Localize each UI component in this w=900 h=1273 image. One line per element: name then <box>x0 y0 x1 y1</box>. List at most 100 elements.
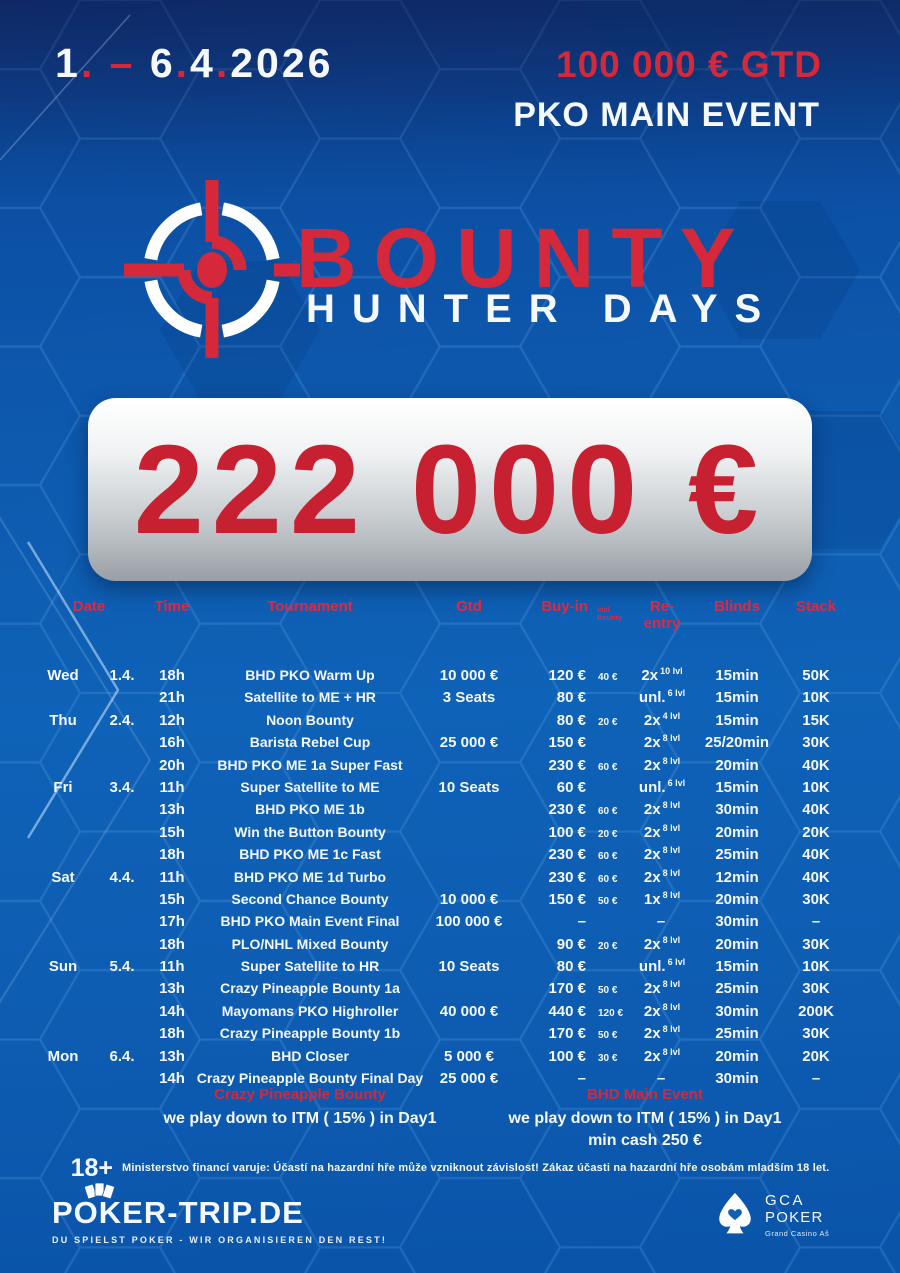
row-reentry-level: 8 lvl <box>662 822 681 833</box>
row-blinds: 25min <box>715 846 759 864</box>
table-row: Sat 4.4. 11h BHD PKO ME 1d Turbo 230 € 6… <box>30 862 848 886</box>
row-date: 5.4. <box>109 958 135 976</box>
row-stack: 30K <box>802 935 830 953</box>
header-blinds: Blinds <box>714 598 760 615</box>
table-row: Mon 6.4. 13h BHD Closer 5 000 € 100 € 30… <box>30 1041 848 1065</box>
row-buyin: 80 € <box>556 711 586 729</box>
row-blinds: 30min <box>715 801 759 819</box>
row-day: Thu <box>49 711 77 729</box>
row-stack: 200K <box>798 1002 834 1020</box>
row-reentry: 2x 8 lvl <box>634 973 690 1000</box>
row-buyin: 80 € <box>556 689 586 707</box>
row-buyin: 120 € <box>548 667 586 684</box>
row-bounty: 20 € <box>598 716 618 728</box>
row-reentry: – <box>634 1063 690 1090</box>
row-gtd: 25 000 € <box>439 734 499 752</box>
row-reentry-mult: unl. <box>638 958 666 976</box>
row-reentry-mult: 2x <box>643 1002 661 1020</box>
row-blinds: 25/20min <box>704 734 770 752</box>
row-bounty: 20 € <box>598 940 618 952</box>
row-tournament: Noon Bounty <box>266 711 354 728</box>
table-row: Thu 2.4. 12h Noon Bounty 80 € 20 € 2x 4 l… <box>30 705 848 729</box>
row-bounty: 60 € <box>598 761 618 773</box>
row-blinds: 15min <box>715 958 759 976</box>
row-reentry: unl. 6 lvl <box>634 951 690 978</box>
row-time: 11h <box>159 778 185 796</box>
date-dot: . <box>175 40 191 86</box>
note-line: min cash 250 € <box>588 1132 702 1149</box>
row-buyin: 90 € <box>556 935 586 953</box>
row-time: 13h <box>159 980 185 998</box>
row-day: Mon <box>47 1047 79 1065</box>
row-reentry-mult: 2x <box>643 734 661 752</box>
row-bounty: 50 € <box>598 985 618 997</box>
row-reentry-level: 6 lvl <box>667 777 686 788</box>
schedule-header-row: Date Time Tournament Gtd Buy-in incl. Bo… <box>30 598 848 632</box>
row-reentry-level: 8 lvl <box>662 889 681 900</box>
row-time: 13h <box>159 801 185 819</box>
row-buyin: 230 € <box>548 801 586 819</box>
row-buyin: 150 € <box>548 734 586 752</box>
row-blinds: 30min <box>715 913 759 931</box>
table-row: 20h BHD PKO ME 1a Super Fast 230 € 60 € … <box>30 750 848 774</box>
row-reentry-mult: 2x <box>643 935 661 953</box>
date-dash: – <box>95 40 150 86</box>
crosshair-target-icon <box>124 180 300 358</box>
row-bounty: 30 € <box>598 1052 618 1064</box>
row-reentry-mult: 2x <box>643 756 661 774</box>
row-day: Wed <box>47 667 79 684</box>
row-reentry-level: 4 lvl <box>662 710 681 721</box>
row-reentry-mult: – <box>656 913 666 931</box>
row-stack: 30K <box>802 980 830 998</box>
row-blinds: 25min <box>715 980 759 998</box>
row-reentry-mult: 2x <box>643 801 661 819</box>
row-reentry-level: 10 lvl <box>660 666 683 676</box>
row-reentry-mult: 2x <box>643 711 661 729</box>
bounty-title: BOUNTY <box>296 211 753 305</box>
table-row: 17h BHD PKO Main Event Final 100 000 € –… <box>30 906 848 931</box>
row-bounty: 20 € <box>598 828 618 840</box>
row-reentry: 2x 8 lvl <box>634 839 690 866</box>
gca-text: GCA POKER Grand Casino Aš <box>765 1188 829 1240</box>
row-stack: 40K <box>802 868 830 886</box>
row-reentry-level: 8 lvl <box>662 800 681 811</box>
row-buyin: 150 € <box>548 890 586 908</box>
date-dot: . <box>80 40 96 86</box>
note-title: Crazy Pineapple Bounty <box>214 1086 386 1103</box>
row-buyin: 100 € <box>548 1047 586 1065</box>
row-bounty: 60 € <box>598 873 618 885</box>
row-blinds: 20min <box>715 756 759 774</box>
table-row: 14h Mayomans PKO Highroller 40 000 € 440… <box>30 996 848 1020</box>
row-reentry-level: 8 lvl <box>662 1046 681 1057</box>
row-reentry-level: 6 lvl <box>667 957 686 968</box>
row-stack: 40K <box>802 801 830 819</box>
row-reentry: 1x 8 lvl <box>634 884 690 911</box>
date-part: 4 <box>190 40 216 86</box>
row-buyin: 170 € <box>548 1025 586 1043</box>
row-tournament: BHD PKO ME 1a Super Fast <box>217 756 403 773</box>
table-row: 21h Satellite to ME + HR 3 Seats 80 € un… <box>30 682 848 706</box>
row-buyin: 60 € <box>556 778 586 796</box>
row-reentry-mult: 1x <box>643 890 661 908</box>
row-gtd: 3 Seats <box>442 689 496 707</box>
row-stack: 10K <box>802 778 830 796</box>
row-time: 14h <box>159 1002 185 1020</box>
row-buyin: 80 € <box>556 958 586 976</box>
row-tournament: Satellite to ME + HR <box>244 689 376 706</box>
row-reentry: 2x 8 lvl <box>634 996 690 1023</box>
row-tournament: BHD PKO ME 1c Fast <box>239 846 381 863</box>
table-row: 13h Crazy Pineapple Bounty 1a 170 € 50 €… <box>30 973 848 997</box>
row-day: Fri <box>53 778 73 796</box>
note-bhd-main-event: BHD Main Event we play down to ITM ( 15%… <box>410 1086 880 1152</box>
date-dot: . <box>215 40 231 86</box>
row-buyin: 440 € <box>548 1002 586 1020</box>
row-reentry-mult: 2x <box>643 868 661 886</box>
row-buyin: 230 € <box>548 868 586 886</box>
date-part: 1 <box>55 40 81 86</box>
table-row: 18h PLO/NHL Mixed Bounty 90 € 20 € 2x 8 l… <box>30 929 848 953</box>
row-reentry-level: 8 lvl <box>662 1001 681 1012</box>
pokertrip-logo: POKER-TRIP.DE DU SPIELST POKER - WIR ORG… <box>52 1182 387 1245</box>
row-buyin: 100 € <box>548 823 586 841</box>
table-row: 18h Crazy Pineapple Bounty 1b 170 € 50 €… <box>30 1018 848 1042</box>
